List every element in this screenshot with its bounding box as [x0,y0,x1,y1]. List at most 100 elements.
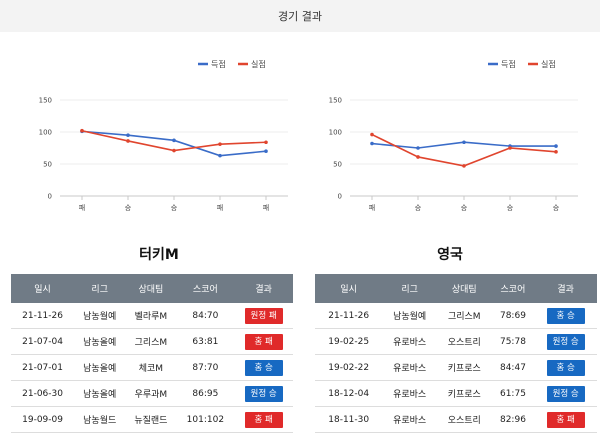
table-row: 21-11-26 남농월예 벨라루M 84:70 원정 패 [11,303,293,329]
result-cell: 홈 패 [534,406,597,433]
opponent-cell: 그리스M [436,303,492,329]
opponent-cell: 키프로스 [436,380,492,407]
y-tick-label: 100 [329,129,342,137]
x-tick-label: 승 [171,204,178,212]
data-point [554,150,558,154]
team2-name: 영국 [437,247,463,263]
date-cell: 18-12-04 [315,380,383,407]
legend-concede-label: 실점 [251,59,266,69]
column-header: 리그 [382,274,437,303]
league-cell: 유로바스 [382,328,437,355]
opponent-cell: 체코M [125,354,177,381]
x-tick-label: 패 [369,203,375,212]
x-tick-label: 승 [553,204,560,212]
y-tick-label: 150 [39,97,52,105]
table-row: 19-02-25 유로바스 오스트리 75:78 원정 승 [315,328,597,355]
column-header: 스코어 [176,274,235,303]
results-header: 경기 결과 [0,0,600,32]
y-tick-label: 0 [338,193,342,201]
chart-legend: 득점 실점 [488,59,556,69]
result-badge: 원정 승 [546,385,585,402]
y-tick-label: 50 [43,161,52,169]
result-cell: 홈 패 [234,406,293,433]
data-point [126,139,130,143]
line-chart: 득점 실점 0 50 100 150 패 승 승 승 승 [329,59,578,212]
data-point [416,155,420,159]
score-cell: 75:78 [491,328,535,355]
legend-concede-label: 실점 [541,59,556,69]
team2-results-table: 일시 리그 상대팀 스코어 결과 21-11-26 남농월예 그리스M 78:69 홈 승 19-… [315,274,597,433]
data-point [462,140,466,145]
score-cell: 86:95 [176,380,235,407]
table-row: 21-11-26 남농월예 그리스M 78:69 홈 승 [315,303,597,329]
date-cell: 21-06-30 [11,380,75,407]
result-badge: 홈 패 [244,333,283,350]
column-header: 스코어 [491,274,535,303]
table-header-row: 일시 리그 상대팀 스코어 결과 [315,274,597,303]
date-cell: 19-02-25 [315,328,383,355]
data-point [172,138,176,143]
team1-name: 터키M [139,247,179,263]
table-row: 21-06-30 남농올예 우루과M 86:95 원정 승 [11,380,293,407]
league-cell: 남농월예 [382,303,437,329]
x-tick-label: 패 [79,203,85,212]
data-point [416,146,420,150]
column-header: 결과 [234,274,293,303]
column-header: 상대팀 [125,274,177,303]
data-point [462,164,466,168]
opponent-cell: 오스트리 [436,328,492,355]
result-cell: 홈 승 [534,354,597,381]
y-tick-label: 100 [39,129,52,137]
date-cell: 21-07-04 [11,328,75,355]
column-header: 일시 [11,274,75,303]
column-header: 상대팀 [436,274,492,303]
data-point [264,140,268,145]
score-cell: 84:47 [491,354,535,381]
y-axis: 0 50 100 150 [329,97,578,201]
result-cell: 원정 승 [534,380,597,407]
data-point [370,132,374,137]
score-cell: 61:75 [491,380,535,407]
league-cell: 유로바스 [382,354,437,381]
result-cell: 원정 패 [234,303,293,329]
table-row: 19-02-22 유로바스 키프로스 84:47 홈 승 [315,354,597,381]
date-cell: 18-11-30 [315,406,383,433]
score-cell: 87:70 [176,354,235,381]
date-cell: 19-02-22 [315,354,383,381]
column-header: 일시 [315,274,383,303]
opponent-cell: 오스트리 [436,406,492,433]
data-point [264,149,268,153]
data-point [218,142,222,146]
result-cell: 홈 승 [534,303,597,329]
opponent-cell: 벨라루M [125,303,177,329]
table-row: 18-11-30 유로바스 오스트리 82:96 홈 패 [315,406,597,433]
page-title: 경기 결과 [278,10,322,23]
league-cell: 남농올예 [74,354,126,381]
chart-legend: 득점 실점 [198,59,266,69]
x-tick-label: 승 [125,204,132,212]
score-cell: 82:96 [491,406,535,433]
league-cell: 남농올예 [74,328,126,355]
team1-score-chart: 득점 실점 0 50 100 150 패 승 승 패 패 [20,50,300,220]
x-tick-label: 승 [461,204,468,212]
result-cell: 홈 승 [234,354,293,381]
table-row: 21-07-04 남농올예 그리스M 63:81 홈 패 [11,328,293,355]
column-header: 결과 [534,274,597,303]
result-cell: 홈 패 [234,328,293,355]
league-cell: 남농월예 [74,303,126,329]
y-tick-label: 150 [329,97,342,105]
score-cell: 78:69 [491,303,535,329]
score-series [370,140,558,150]
legend-score-label: 득점 [211,59,226,69]
concede-series [80,128,268,153]
result-badge: 홈 승 [546,307,585,324]
y-tick-label: 0 [48,193,52,201]
opponent-cell: 우루과M [125,380,177,407]
score-cell: 101:102 [176,406,235,433]
league-cell: 유로바스 [382,380,437,407]
result-badge: 홈 승 [244,359,283,376]
table-row: 19-09-09 남농월드 뉴질랜드 101:102 홈 패 [11,406,293,433]
league-cell: 유로바스 [382,406,437,433]
